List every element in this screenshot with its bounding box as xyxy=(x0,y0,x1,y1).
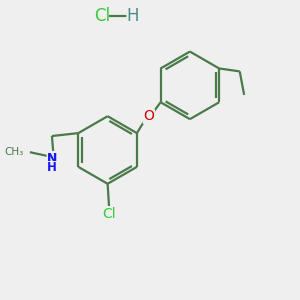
Text: Cl: Cl xyxy=(102,207,116,221)
Text: O: O xyxy=(143,109,154,123)
Text: Cl: Cl xyxy=(94,7,110,25)
Text: N: N xyxy=(47,152,57,165)
Text: N: N xyxy=(47,152,57,165)
Text: H: H xyxy=(47,161,57,174)
Text: CH₃: CH₃ xyxy=(5,147,24,157)
Text: H: H xyxy=(126,7,139,25)
